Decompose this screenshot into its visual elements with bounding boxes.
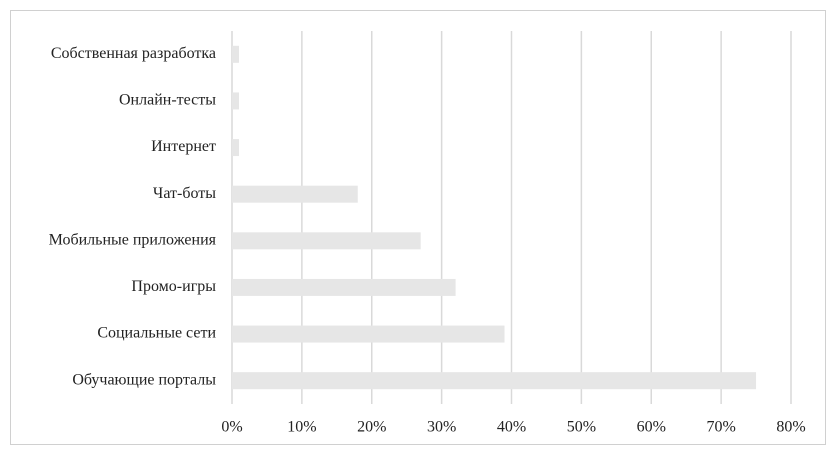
x-tick-label: 0% xyxy=(221,419,242,436)
bar xyxy=(232,278,456,296)
x-tick-label: 80% xyxy=(776,419,805,436)
y-tick-label: Собственная разработка xyxy=(51,45,216,62)
x-tick-label: 50% xyxy=(567,419,596,436)
bar xyxy=(232,372,757,390)
x-tick-label: 40% xyxy=(497,419,526,436)
bar xyxy=(232,92,239,110)
bar xyxy=(232,139,239,157)
y-tick-label: Онлайн-тесты xyxy=(119,92,216,109)
x-tick-label: 30% xyxy=(427,419,456,436)
x-tick-label: 20% xyxy=(357,419,386,436)
x-tick-label: 70% xyxy=(706,419,735,436)
x-tick-label: 60% xyxy=(637,419,666,436)
chart-frame xyxy=(10,10,826,445)
y-tick-label: Мобильные приложения xyxy=(49,231,217,248)
y-tick-label: Интернет xyxy=(151,138,216,155)
bar xyxy=(232,45,239,63)
bar xyxy=(232,185,358,203)
bar xyxy=(232,325,505,343)
y-tick-label: Промо-игры xyxy=(131,278,216,295)
y-tick-label: Обучающие порталы xyxy=(72,371,216,388)
y-tick-label: Чат-боты xyxy=(153,185,216,202)
bar xyxy=(232,232,421,250)
x-tick-label: 10% xyxy=(287,419,316,436)
y-tick-label: Социальные сети xyxy=(97,325,216,342)
